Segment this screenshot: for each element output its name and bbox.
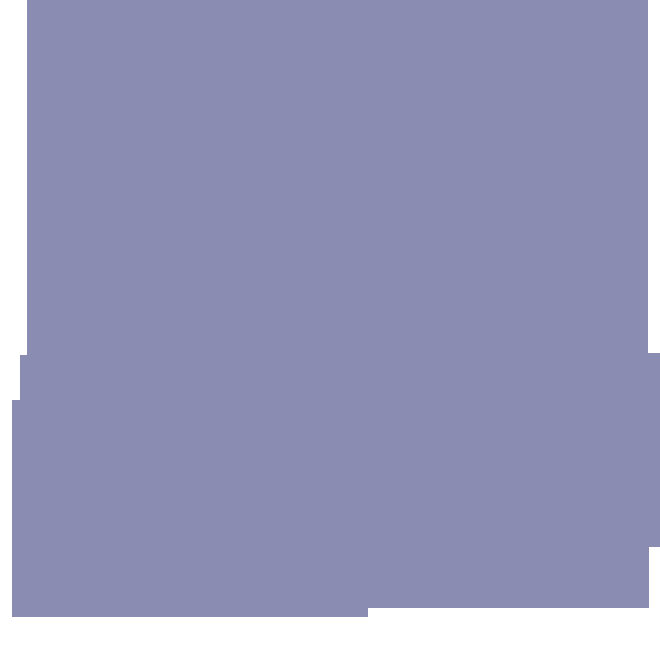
window-silhouette-shape [12,0,660,617]
